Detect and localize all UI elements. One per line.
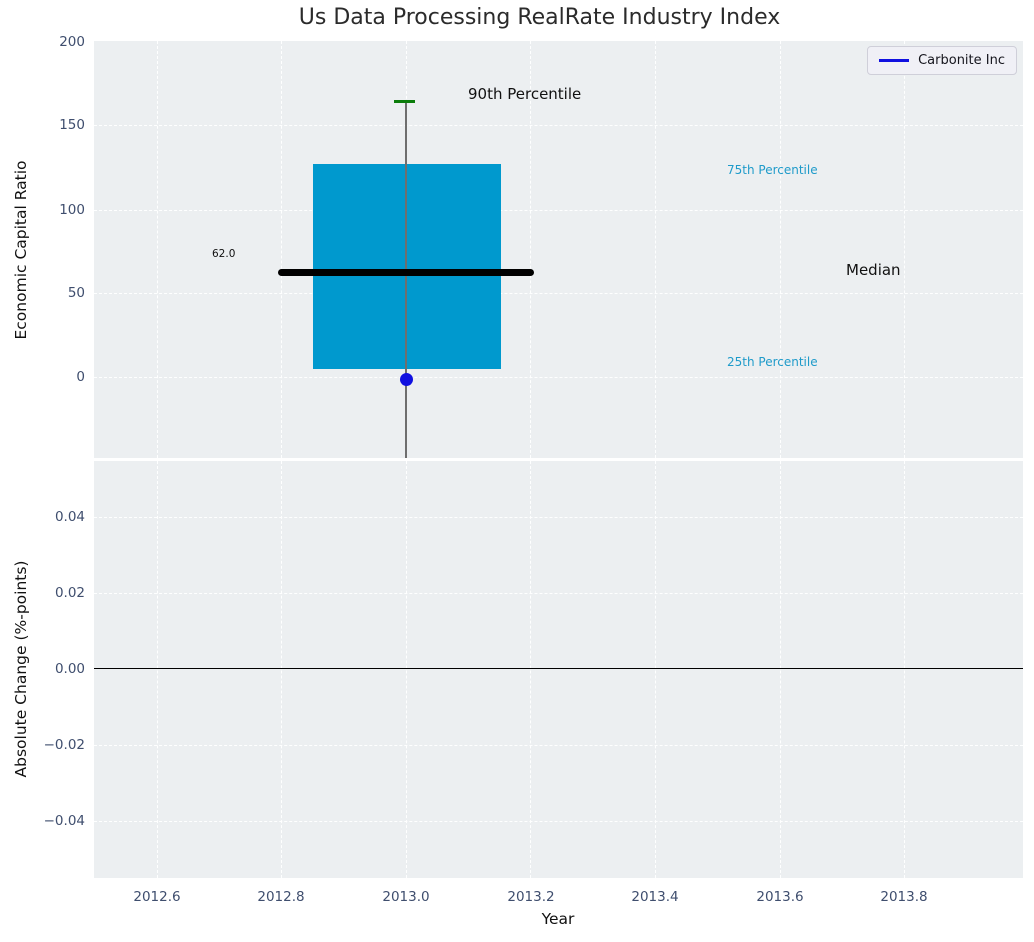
gridline-h [94,293,1023,294]
gridline-v [406,461,407,878]
ytick-label: 0 [76,369,85,385]
xtick-label: 2013.0 [382,889,430,905]
ytick-label: 200 [59,34,85,50]
legend-label: Carbonite Inc [918,53,1005,68]
xtick-label: 2013.6 [756,889,804,905]
ytick-label: 0.04 [54,509,85,525]
gridline-v [530,461,531,878]
gridline-h [94,210,1023,211]
annotation-median: Median [846,261,901,279]
gridline-v [530,41,531,458]
gridline-v [780,461,781,878]
annotation-90th-percentile: 90th Percentile [468,85,582,103]
xtick-label: 2013.8 [880,889,928,905]
gridline-h [94,593,1023,594]
y-axis-label-top: Economic Capital Ratio [12,160,30,340]
gridline-v [281,461,282,878]
median-line [278,269,534,276]
xtick-label: 2013.2 [507,889,555,905]
annotation-75th-percentile: 75th Percentile [727,163,818,177]
gridline-v [157,41,158,458]
gridline-v [281,41,282,458]
legend-line-swatch [879,59,910,62]
top-axes: 62.0 90th Percentile 75th Percentile Med… [94,41,1023,458]
legend: Carbonite Inc [867,46,1017,75]
xtick-label: 2012.6 [133,889,181,905]
gridline-v [904,461,905,878]
xtick-label: 2013.4 [631,889,679,905]
ytick-label: 150 [59,117,85,133]
gridline-v [655,461,656,878]
gridline-h [94,517,1023,518]
carbonite-data-point [400,373,413,386]
whisker-line [405,102,407,458]
zero-reference-line [94,668,1023,669]
xtick-label: 2012.8 [257,889,305,905]
ytick-label: −0.02 [43,737,85,753]
gridline-v [157,461,158,878]
gridline-v [904,41,905,458]
gridline-h [94,125,1023,126]
p90-whisker-cap [394,100,415,103]
iqr-box [313,164,501,369]
y-axis-label-bottom: Absolute Change (%-points) [12,560,30,778]
annotation-25th-percentile: 25th Percentile [727,355,818,369]
gridline-h [94,377,1023,378]
ytick-label: 0.00 [54,661,85,677]
ytick-label: −0.04 [43,813,85,829]
gridline-v [780,41,781,458]
ytick-label: 100 [59,202,85,218]
ytick-label: 50 [67,285,85,301]
figure-title: Us Data Processing RealRate Industry Ind… [298,5,781,30]
annotation-median-value: 62.0 [212,248,236,260]
x-axis-label: Year [541,910,575,928]
gridline-v [655,41,656,458]
gridline-h [94,821,1023,822]
ytick-label: 0.02 [54,585,85,601]
gridline-h [94,745,1023,746]
bottom-axes [94,461,1023,878]
